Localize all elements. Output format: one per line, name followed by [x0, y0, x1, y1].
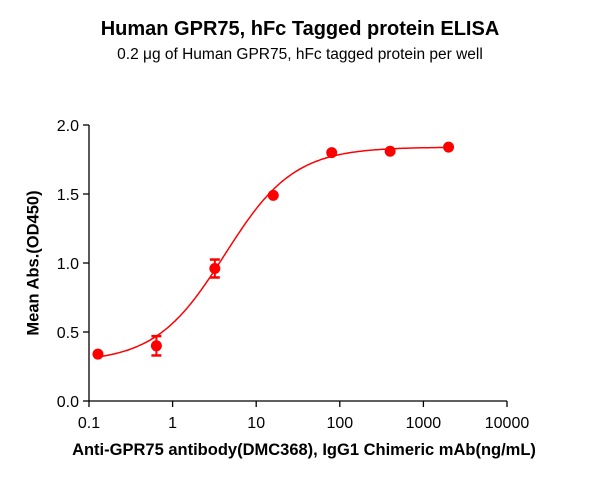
x-tick-label: 100: [326, 415, 353, 432]
y-tick-label: 0.0: [57, 394, 79, 411]
axes: 0.0 0.5 1.0 1.5 2.0 0.1 1 10 100 1000 10000: [57, 118, 530, 432]
y-tick-label: 2.0: [57, 118, 79, 135]
fit-curve: [97, 146, 449, 358]
data-point: [92, 348, 104, 360]
data-point: [326, 147, 338, 159]
chart-subtitle: 0.2 μg of Human GPR75, hFc tagged protei…: [117, 46, 483, 63]
y-tick-label: 1.5: [57, 187, 79, 204]
x-tick-label: 10: [247, 415, 265, 432]
x-axis-label: Anti-GPR75 antibody(DMC368), IgG1 Chimer…: [72, 441, 536, 459]
y-tick-label: 0.5: [57, 325, 79, 342]
data-point: [443, 141, 455, 153]
x-tick-label: 1000: [406, 415, 442, 432]
data-point: [267, 189, 279, 201]
chart-title: Human GPR75, hFc Tagged protein ELISA: [100, 18, 500, 40]
x-tick-label: 10000: [485, 415, 530, 432]
x-tick-label: 1: [168, 415, 177, 432]
x-tick-label: 0.1: [78, 415, 100, 432]
data-point: [150, 340, 162, 352]
y-tick-label: 1.0: [57, 256, 79, 273]
data-points: [92, 141, 455, 360]
data-point: [384, 145, 396, 157]
data-point: [209, 263, 221, 275]
